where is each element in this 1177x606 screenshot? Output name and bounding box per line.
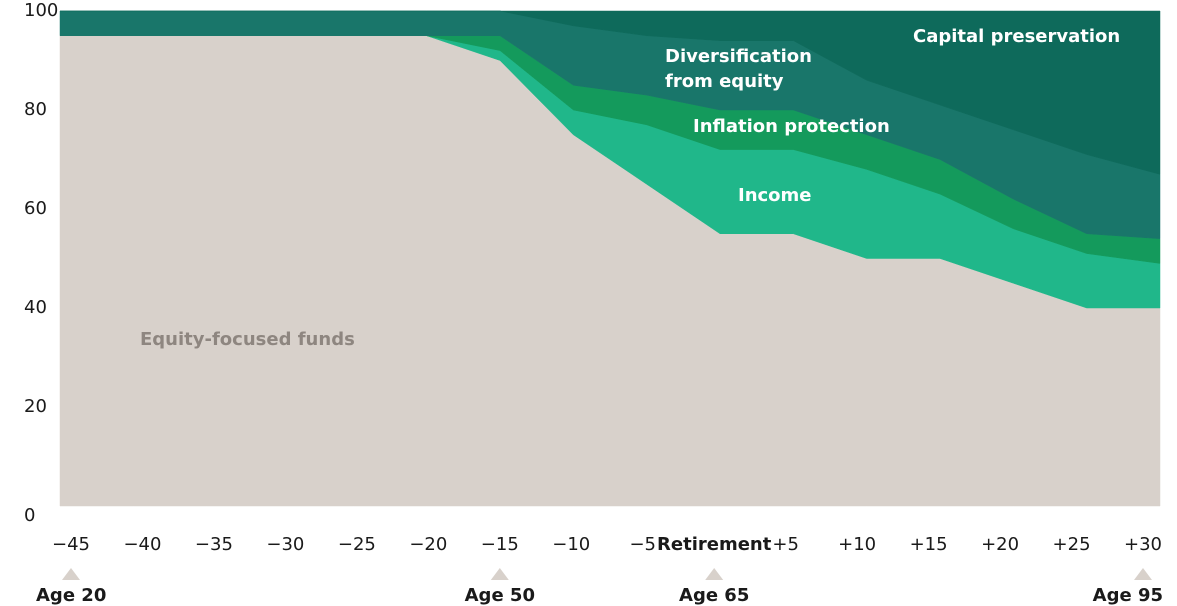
x-tick-label: −45 <box>52 534 90 555</box>
x-tick-label: −10 <box>552 534 590 555</box>
age-label: Age 95 <box>1093 585 1163 606</box>
x-tick-label: +30 <box>1124 534 1162 555</box>
series-label: Income <box>738 185 812 206</box>
series-label: Diversification from equity <box>665 46 812 92</box>
x-tick-label: +25 <box>1053 534 1091 555</box>
age-label: Age 65 <box>679 585 749 606</box>
series-label: Capital preservation <box>913 26 1121 47</box>
y-tick-label: 20 <box>24 396 47 417</box>
age-marker <box>705 568 724 580</box>
x-tick-label: +20 <box>981 534 1019 555</box>
area <box>60 10 1161 175</box>
series-label: Inflation protection <box>693 116 890 137</box>
x-tick-label: +15 <box>910 534 948 555</box>
age-marker <box>490 568 509 580</box>
age-marker <box>62 568 80 580</box>
x-tick-label: −5 <box>629 534 656 555</box>
x-tick-label: +5 <box>772 534 799 555</box>
y-tick-label: 0 <box>24 505 35 526</box>
x-tick-label: −40 <box>123 534 161 555</box>
y-tick-label: 40 <box>24 297 47 318</box>
x-tick-label: Retirement <box>657 534 772 555</box>
age-label: Age 50 <box>465 585 535 606</box>
x-tick-label: −35 <box>195 534 233 555</box>
x-tick-label: −15 <box>481 534 519 555</box>
series-label: Equity-focused funds <box>140 329 355 350</box>
y-tick-label: 100 <box>24 0 58 21</box>
x-tick-label: −25 <box>338 534 376 555</box>
y-tick-label: 60 <box>24 198 47 219</box>
y-tick-label: 80 <box>24 99 47 120</box>
age-label: Age 20 <box>36 585 106 606</box>
x-tick-label: −20 <box>409 534 447 555</box>
age-marker <box>1134 568 1152 580</box>
x-tick-label: −30 <box>266 534 304 555</box>
x-tick-label: +10 <box>838 534 876 555</box>
